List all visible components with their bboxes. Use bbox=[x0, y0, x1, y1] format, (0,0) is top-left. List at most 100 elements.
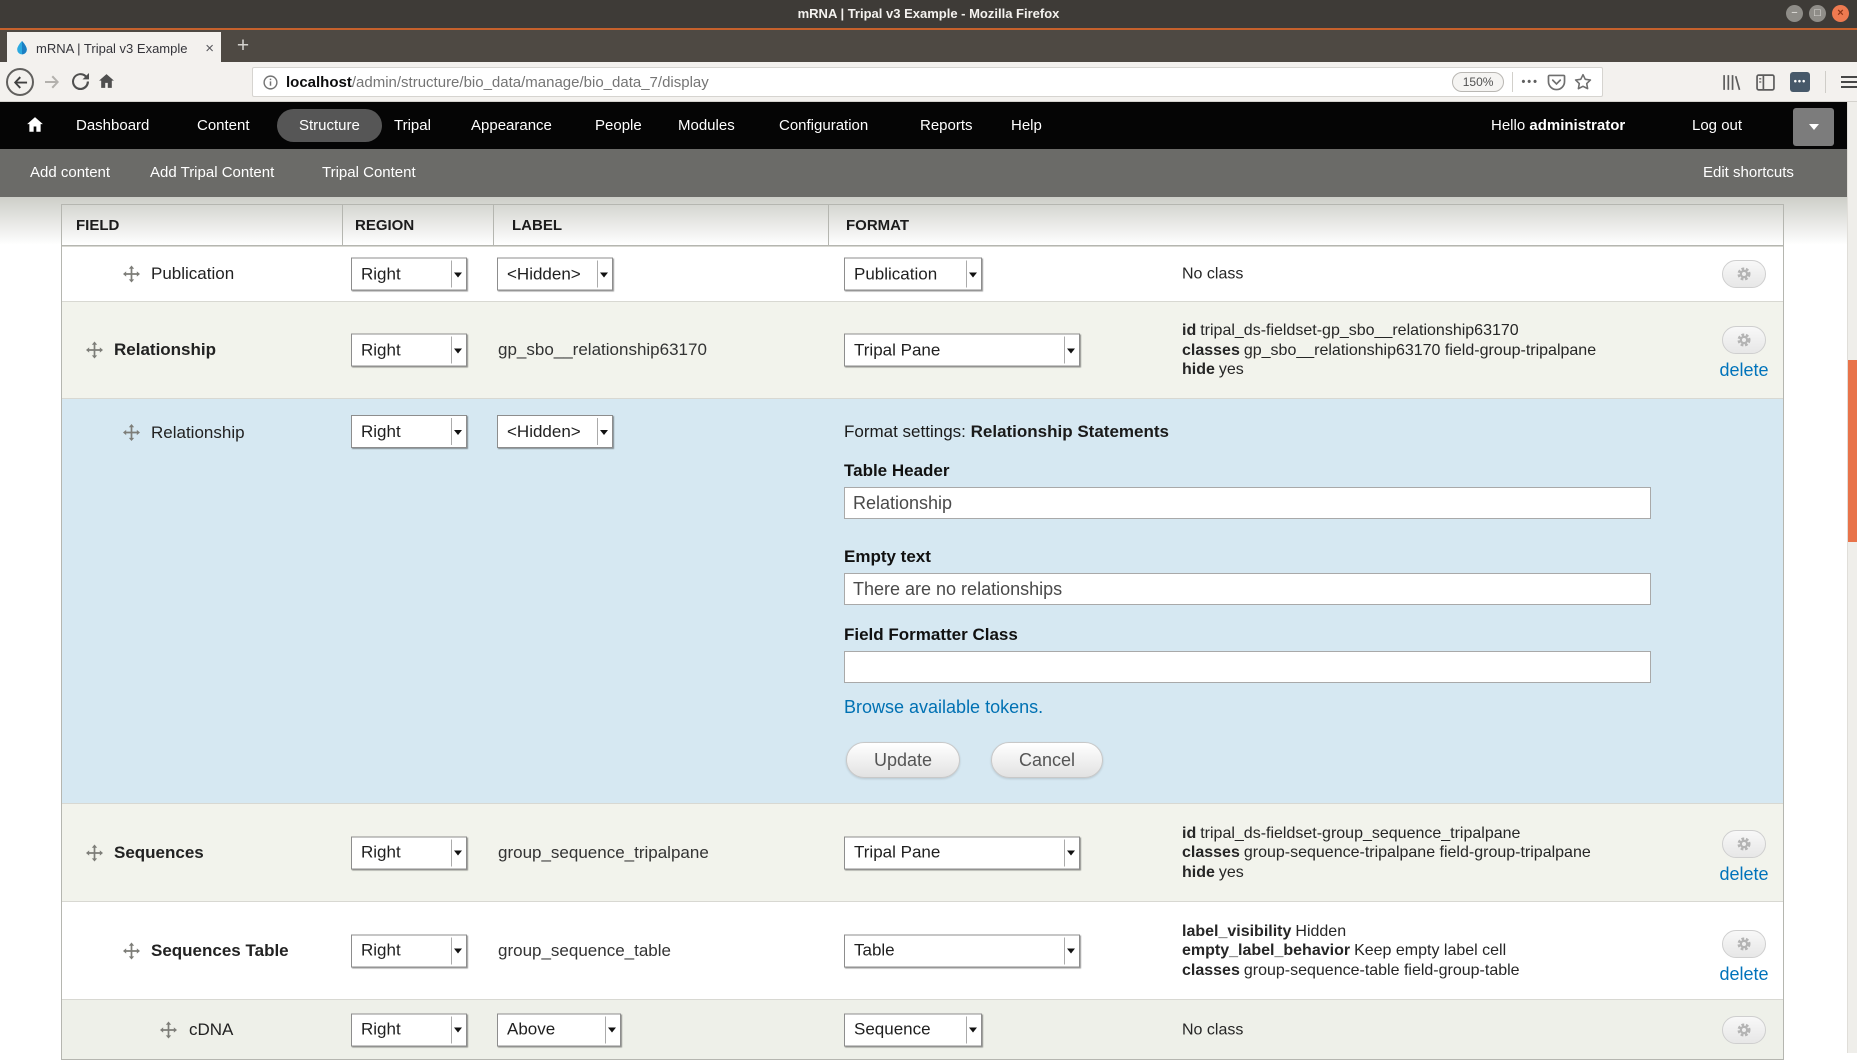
menu-item-tripal[interactable]: Tripal bbox=[394, 117, 431, 134]
table-header-row: FIELD REGION LABEL FORMAT bbox=[62, 205, 1783, 246]
menu-item-people[interactable]: People bbox=[595, 117, 642, 134]
field-label: Publication bbox=[151, 264, 235, 283]
dropdown-arrow-icon bbox=[966, 260, 979, 288]
machine-name: group_sequence_tripalpane bbox=[498, 842, 709, 862]
dropdown-arrow-icon bbox=[451, 1016, 464, 1043]
drag-handle-icon[interactable] bbox=[123, 424, 140, 441]
page-actions-icon[interactable]: ••• bbox=[1521, 76, 1539, 88]
drag-handle-icon[interactable] bbox=[123, 942, 140, 959]
format-select[interactable]: Tripal Pane bbox=[844, 333, 1080, 367]
page-scrollbar[interactable] bbox=[1847, 102, 1857, 1053]
site-info-icon[interactable] bbox=[263, 74, 278, 90]
region-select[interactable]: Right bbox=[351, 333, 467, 367]
delete-link[interactable]: delete bbox=[1719, 360, 1769, 380]
logout-link[interactable]: Log out bbox=[1692, 117, 1743, 134]
pocket-icon[interactable] bbox=[1547, 74, 1566, 91]
drupal-favicon-icon bbox=[14, 40, 30, 56]
machine-name: gp_sbo__relationship63170 bbox=[498, 340, 707, 359]
menu-item-structure-active[interactable]: Structure bbox=[277, 109, 382, 142]
drag-handle-icon[interactable] bbox=[86, 844, 103, 861]
new-tab-button[interactable]: + bbox=[236, 34, 250, 57]
menu-item-help[interactable]: Help bbox=[1011, 117, 1042, 134]
format-settings-button[interactable] bbox=[1722, 326, 1766, 354]
close-tab-icon[interactable]: × bbox=[205, 39, 214, 57]
format-settings-button[interactable] bbox=[1722, 260, 1766, 288]
menu-item-modules[interactable]: Modules bbox=[678, 117, 735, 134]
region-select[interactable]: Right bbox=[351, 836, 467, 869]
extension-icon[interactable]: ••• bbox=[1790, 72, 1810, 92]
label-select[interactable]: <Hidden> bbox=[497, 257, 613, 291]
url-field[interactable]: localhost/admin/structure/bio_data/manag… bbox=[252, 67, 1603, 97]
close-icon[interactable]: × bbox=[1832, 5, 1849, 22]
back-icon bbox=[13, 75, 28, 90]
format-settings-button[interactable] bbox=[1722, 930, 1766, 958]
dropdown-arrow-icon bbox=[451, 839, 464, 866]
formatter-class-input[interactable] bbox=[844, 651, 1651, 683]
forward-icon[interactable] bbox=[44, 74, 60, 90]
label-select[interactable]: Above bbox=[497, 1013, 621, 1046]
update-button[interactable]: Update bbox=[846, 742, 961, 778]
empty-text-input[interactable] bbox=[844, 573, 1651, 605]
format-settings-button[interactable] bbox=[1722, 830, 1766, 858]
format-select[interactable]: Tripal Pane bbox=[844, 836, 1080, 869]
reload-icon[interactable] bbox=[72, 73, 89, 90]
shortcut-add-tripal-content[interactable]: Add Tripal Content bbox=[150, 164, 275, 181]
window-titlebar: mRNA | Tripal v3 Example - Mozilla Firef… bbox=[0, 0, 1857, 28]
browse-tokens-link[interactable]: Browse available tokens. bbox=[844, 697, 1044, 717]
drag-handle-icon[interactable] bbox=[123, 265, 140, 283]
region-select[interactable]: Right bbox=[351, 415, 467, 448]
delete-link[interactable]: delete bbox=[1719, 864, 1769, 884]
menu-item-content[interactable]: Content bbox=[197, 117, 250, 134]
machine-name: group_sequence_table bbox=[498, 940, 671, 960]
table-row-sequences-group: Sequences Right group_sequence_tripalpan… bbox=[62, 803, 1783, 901]
menu-item-appearance[interactable]: Appearance bbox=[471, 117, 552, 134]
dropdown-arrow-icon bbox=[597, 260, 610, 288]
table-row-relationship-settings: Relationship Right <Hidden> Format setti… bbox=[62, 398, 1783, 803]
menu-item-reports[interactable]: Reports bbox=[920, 117, 973, 134]
page-header-gradient bbox=[0, 197, 1847, 245]
format-select[interactable]: Publication bbox=[844, 257, 982, 291]
home-icon[interactable] bbox=[98, 73, 115, 90]
back-button[interactable] bbox=[6, 68, 34, 96]
menu-item-dashboard[interactable]: Dashboard bbox=[76, 117, 150, 134]
dropdown-arrow-icon bbox=[1064, 937, 1077, 964]
toolbar-home-icon[interactable] bbox=[26, 116, 44, 134]
scrollbar-thumb[interactable] bbox=[1848, 360, 1857, 542]
cancel-button[interactable]: Cancel bbox=[991, 742, 1104, 778]
format-summary: No class bbox=[1182, 265, 1244, 283]
region-select[interactable]: Right bbox=[351, 1013, 467, 1046]
shortcut-tripal-content[interactable]: Tripal Content bbox=[322, 164, 416, 181]
dropdown-arrow-icon bbox=[605, 1016, 618, 1043]
column-header-label: LABEL bbox=[494, 205, 829, 245]
table-row-sequences-table: Sequences Table Right group_sequence_tab… bbox=[62, 901, 1783, 999]
format-summary: No class bbox=[1182, 1020, 1244, 1038]
shortcut-add-content[interactable]: Add content bbox=[30, 164, 111, 181]
library-icon[interactable] bbox=[1722, 74, 1741, 91]
drag-handle-icon[interactable] bbox=[86, 341, 103, 359]
label-select[interactable]: <Hidden> bbox=[497, 415, 613, 448]
table-header-input[interactable] bbox=[844, 487, 1651, 519]
maximize-icon[interactable]: □ bbox=[1809, 5, 1826, 22]
gear-icon bbox=[1736, 936, 1752, 952]
format-select[interactable]: Sequence bbox=[844, 1013, 982, 1046]
sidebar-icon[interactable] bbox=[1756, 73, 1775, 91]
column-header-region: REGION bbox=[343, 205, 494, 245]
table-header-field-label: Table Header bbox=[844, 461, 950, 480]
menu-item-configuration[interactable]: Configuration bbox=[779, 117, 869, 134]
drag-handle-icon[interactable] bbox=[160, 1021, 177, 1038]
zoom-level-badge[interactable]: 150% bbox=[1451, 72, 1505, 92]
format-select[interactable]: Table bbox=[844, 934, 1080, 967]
url-text[interactable]: localhost/admin/structure/bio_data/manag… bbox=[286, 73, 709, 91]
delete-link[interactable]: delete bbox=[1719, 964, 1769, 984]
edit-shortcuts-link[interactable]: Edit shortcuts bbox=[1703, 164, 1794, 181]
region-select[interactable]: Right bbox=[351, 257, 467, 291]
region-select[interactable]: Right bbox=[351, 934, 467, 967]
browser-tab[interactable]: mRNA | Tripal v3 Example × bbox=[7, 32, 221, 64]
format-settings-button[interactable] bbox=[1722, 1015, 1766, 1044]
toolbar-toggle-button[interactable] bbox=[1793, 108, 1834, 146]
minimize-icon[interactable]: − bbox=[1786, 5, 1803, 22]
field-label: cDNA bbox=[189, 1019, 234, 1039]
menu-icon[interactable] bbox=[1841, 76, 1857, 88]
dropdown-arrow-icon bbox=[451, 336, 464, 364]
bookmark-star-icon[interactable] bbox=[1574, 73, 1592, 91]
